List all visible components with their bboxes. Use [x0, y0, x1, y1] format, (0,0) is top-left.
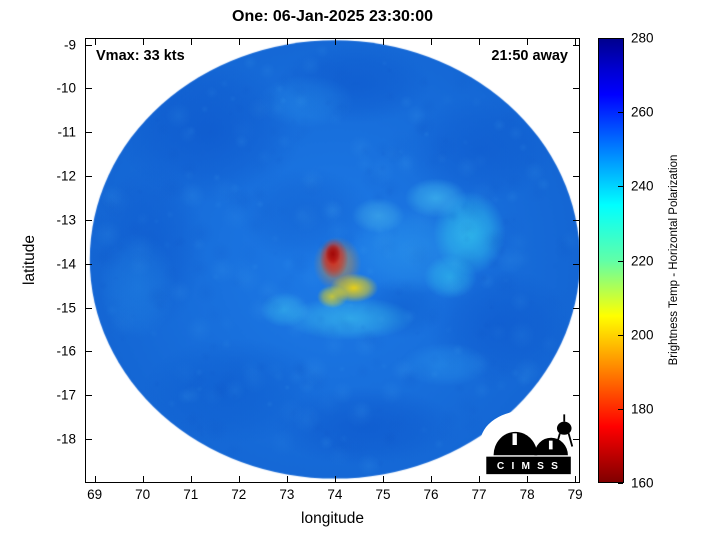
x-tick-label: 78: [519, 487, 535, 502]
y-tick-mark: [86, 395, 92, 397]
x-tick-mark: [94, 476, 96, 482]
x-tick-label: 72: [231, 487, 247, 502]
colorbar-tick-mark: [618, 38, 623, 39]
colorbar-tick-label: 260: [631, 104, 654, 120]
x-tick-mark: [286, 476, 288, 482]
x-tick-mark: [286, 39, 288, 45]
plot-title: One: 06-Jan-2025 23:30:00: [232, 8, 433, 25]
y-axis-label: latitude: [21, 235, 38, 285]
colorbar-tick-label: 160: [631, 475, 654, 491]
x-tick-mark: [334, 39, 336, 45]
colorbar-tick-mark: [618, 334, 623, 336]
y-tick-mark: [573, 263, 579, 265]
x-tick-mark: [575, 39, 577, 45]
x-tick-label: 70: [135, 487, 151, 502]
water-tower-legs-icon: [555, 414, 574, 447]
x-tick-mark: [431, 476, 433, 482]
x-tick-label: 71: [183, 487, 199, 502]
logo-text: C I M S S: [497, 461, 560, 472]
y-tick-mark: [86, 439, 92, 441]
x-tick-label: 69: [87, 487, 103, 502]
colorbar-tick-mark: [618, 260, 623, 262]
dome-slit-large-icon: [512, 433, 517, 445]
y-tick-mark: [86, 307, 92, 309]
y-tick-mark: [86, 219, 92, 221]
x-tick-label: 76: [423, 487, 439, 502]
y-tick-mark: [86, 351, 92, 353]
y-tick-mark: [573, 351, 579, 353]
x-axis-label: longitude: [301, 510, 364, 527]
y-tick-label: -11: [57, 124, 76, 140]
colorbar-tick-label: 180: [631, 401, 654, 417]
x-tick-mark: [527, 39, 529, 45]
x-tick-mark: [479, 39, 481, 45]
heatmap-canvas: [85, 38, 580, 483]
colorbar-tick-mark: [618, 483, 623, 484]
y-tick-label: -15: [56, 300, 76, 316]
x-tick-mark: [431, 39, 433, 45]
x-tick-mark: [575, 476, 577, 482]
colorbar-tick-label: 240: [631, 178, 654, 194]
x-tick-mark: [382, 39, 384, 45]
y-tick-label: -10: [56, 80, 76, 96]
x-tick-mark: [527, 476, 529, 482]
x-tick-mark: [238, 39, 240, 45]
colorbar-tick-mark: [618, 112, 623, 114]
x-tick-label: 75: [375, 487, 391, 502]
y-tick-mark: [573, 44, 579, 46]
water-tower-icon: [556, 421, 572, 435]
annotation-vmax: Vmax: 33 kts: [96, 48, 185, 64]
y-tick-label: -12: [56, 168, 76, 184]
x-tick-mark: [479, 476, 481, 482]
y-tick-label: -16: [56, 343, 76, 359]
y-tick-mark: [86, 176, 92, 178]
y-tick-mark: [86, 132, 92, 134]
x-tick-label: 74: [327, 487, 343, 502]
dome-slit-small-icon: [548, 440, 553, 450]
y-tick-label: -17: [56, 387, 76, 403]
x-tick-mark: [190, 39, 192, 45]
y-tick-label: -9: [63, 37, 76, 53]
y-tick-mark: [573, 307, 579, 309]
x-tick-label: 73: [279, 487, 295, 502]
x-tick-mark: [382, 476, 384, 482]
y-tick-mark: [573, 219, 579, 221]
y-tick-mark: [573, 132, 579, 134]
y-tick-mark: [573, 88, 579, 90]
y-tick-label: -14: [56, 256, 76, 272]
y-tick-mark: [86, 88, 92, 90]
logo-banner: [486, 456, 571, 475]
y-tick-label: -13: [56, 212, 76, 228]
colorbar-tick-label: 280: [631, 30, 654, 46]
colorbar-tick-mark: [618, 408, 623, 410]
y-tick-mark: [573, 439, 579, 441]
colorbar-tick-mark: [618, 186, 623, 188]
colorbar-tick-label: 220: [631, 253, 654, 268]
x-tick-mark: [142, 39, 144, 45]
x-tick-mark: [334, 476, 336, 482]
annotation-time-away: 21:50 away: [491, 48, 568, 64]
cimss-logo: C I M S S: [480, 410, 577, 475]
y-tick-mark: [86, 263, 92, 265]
colorbar-label: Brightness Temp - Horizontal Polarizatio…: [668, 154, 680, 366]
x-tick-mark: [94, 39, 96, 45]
y-tick-mark: [573, 176, 579, 178]
x-tick-mark: [142, 476, 144, 482]
x-tick-mark: [190, 476, 192, 482]
x-tick-mark: [238, 476, 240, 482]
y-tick-mark: [86, 44, 92, 46]
colorbar-tick-label: 200: [631, 327, 654, 343]
x-tick-label: 79: [567, 487, 583, 502]
y-tick-mark: [573, 395, 579, 397]
y-tick-label: -18: [56, 431, 76, 447]
x-tick-label: 77: [471, 487, 487, 502]
